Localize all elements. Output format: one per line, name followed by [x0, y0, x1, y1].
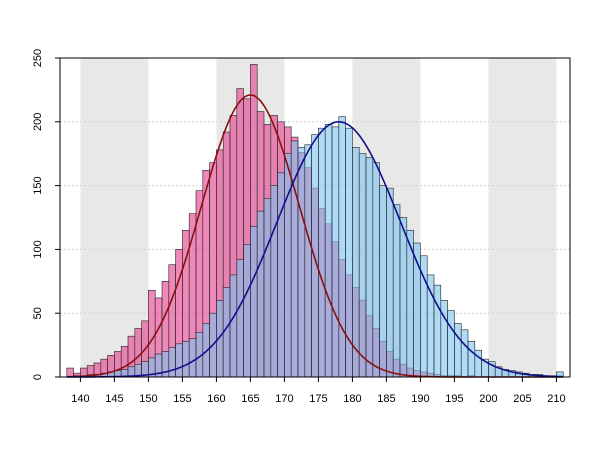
x-tick-label-180: 180 — [343, 393, 361, 405]
y-axis: 0 50 100 150 200 250 — [32, 49, 60, 380]
bar-s1-167 — [263, 198, 272, 378]
bar-s1-176 — [324, 124, 333, 378]
bar-s1-154 — [175, 343, 183, 378]
bar-s1-166 — [256, 210, 265, 378]
shaded-band-0 — [80, 58, 149, 377]
x-tick-label-155: 155 — [173, 393, 191, 405]
bar-s1-156 — [188, 338, 197, 378]
bar-s1-192 — [433, 284, 442, 378]
bar-s1-171 — [290, 140, 299, 378]
bar-s1-168 — [270, 185, 278, 378]
x-axis: 140 145 150 155 160 165 170 175 180 185 190 195 200 2… — [71, 377, 566, 405]
bar-s1-186 — [392, 204, 401, 378]
x-tick-label-190: 190 — [411, 393, 429, 405]
y-tick-label-150: 150 — [32, 176, 44, 194]
bar-s1-170 — [284, 153, 292, 378]
bar-s1-162 — [229, 274, 238, 378]
bar-s1-173 — [304, 144, 312, 378]
x-tick-label-170: 170 — [275, 393, 293, 405]
bar-s1-185 — [386, 187, 394, 378]
x-tick-label-205: 205 — [513, 393, 531, 405]
bar-s1-169 — [277, 172, 285, 378]
bar-s1-182 — [365, 157, 374, 378]
bar-s1-177 — [331, 126, 340, 378]
bar-s1-187 — [399, 217, 408, 378]
bar-s0-138 — [66, 367, 74, 378]
plot-frame — [59, 57, 571, 378]
bar-s1-196 — [460, 329, 469, 378]
shaded-band-3 — [488, 58, 557, 377]
y-tick-label-50: 50 — [32, 307, 44, 319]
x-tick-label-195: 195 — [445, 393, 463, 405]
x-tick-label-160: 160 — [207, 393, 225, 405]
bar-s1-155 — [182, 340, 190, 378]
bar-s1-175 — [318, 127, 326, 378]
bar-s1-195 — [454, 323, 462, 378]
x-tick-label-140: 140 — [71, 393, 89, 405]
bar-s1-194 — [447, 310, 455, 378]
bar-s1-180 — [352, 147, 360, 378]
x-tick-label-200: 200 — [479, 393, 497, 405]
bar-s1-178 — [338, 116, 346, 378]
bar-s1-184 — [379, 185, 387, 378]
bar-s1-153 — [168, 347, 176, 378]
x-tick-label-165: 165 — [241, 393, 259, 405]
fit-curve-s1 — [66, 121, 564, 378]
bar-s1-164 — [243, 243, 251, 378]
y-tick-label-100: 100 — [32, 240, 44, 258]
x-tick-label-150: 150 — [139, 393, 157, 405]
x-tick-label-175: 175 — [309, 393, 327, 405]
y-tick-label-200: 200 — [32, 113, 44, 131]
x-tick-label-185: 185 — [377, 393, 395, 405]
bar-s1-191 — [426, 274, 435, 378]
bar-s1-165 — [250, 226, 258, 378]
bar-s1-181 — [358, 153, 367, 378]
x-tick-label-145: 145 — [105, 393, 123, 405]
bar-s1-172 — [297, 147, 306, 378]
y-tick-label-250: 250 — [32, 49, 44, 67]
bar-s1-174 — [311, 134, 319, 378]
bar-s1-163 — [236, 259, 244, 378]
bar-s1-197 — [467, 340, 476, 378]
x-tick-label-210: 210 — [547, 393, 565, 405]
bar-s1-183 — [372, 162, 380, 378]
y-tick-label-0: 0 — [32, 374, 44, 380]
